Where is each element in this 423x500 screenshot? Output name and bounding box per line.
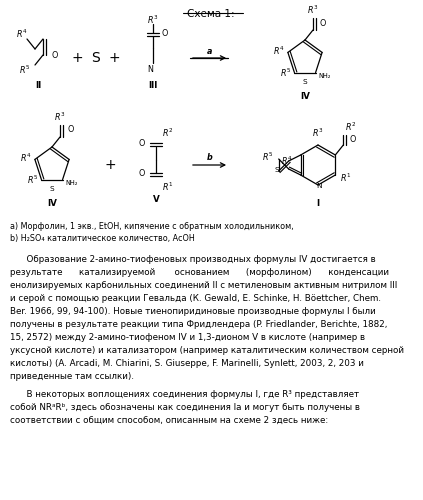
Text: IV: IV bbox=[47, 199, 57, 208]
Text: $R^2$: $R^2$ bbox=[162, 127, 173, 139]
Text: $R^1$: $R^1$ bbox=[341, 172, 352, 184]
Text: $R^3$: $R^3$ bbox=[147, 14, 159, 26]
Text: NH₂: NH₂ bbox=[319, 72, 331, 78]
Text: N: N bbox=[316, 183, 322, 189]
Text: енолизируемых карбонильных соединений II с метиленовым активным нитрилом III: енолизируемых карбонильных соединений II… bbox=[10, 281, 397, 290]
Text: $R^5$: $R^5$ bbox=[280, 66, 291, 79]
Text: уксусной кислоте) и катализатором (например каталитическим количеством серной: уксусной кислоте) и катализатором (напри… bbox=[10, 346, 404, 355]
Text: S: S bbox=[92, 51, 100, 65]
Text: +: + bbox=[104, 158, 116, 172]
Text: b: b bbox=[207, 154, 213, 162]
Text: $R^2$: $R^2$ bbox=[345, 121, 357, 133]
Text: O: O bbox=[67, 126, 73, 134]
Text: N: N bbox=[147, 66, 153, 74]
Text: $R^5$: $R^5$ bbox=[262, 151, 274, 163]
Text: b) H₂SO₄ каталитическое количество, AcOH: b) H₂SO₄ каталитическое количество, AcOH bbox=[10, 234, 195, 243]
Text: $R^3$: $R^3$ bbox=[307, 4, 319, 16]
Text: и серой с помощью реакции Гевальда (К. Gewald, E. Schinke, H. Böettcher, Chem.: и серой с помощью реакции Гевальда (К. G… bbox=[10, 294, 381, 303]
Text: собой NRᵃRᵇ, здесь обозначены как соединения Ia и могут быть получены в: собой NRᵃRᵇ, здесь обозначены как соедин… bbox=[10, 403, 360, 412]
Text: а) Морфолин, 1 экв., EtOH, кипячение с обратным холодильником,: а) Морфолин, 1 экв., EtOH, кипячение с о… bbox=[10, 222, 294, 231]
Text: V: V bbox=[153, 196, 159, 204]
Text: O: O bbox=[139, 170, 145, 178]
Text: +: + bbox=[108, 51, 120, 65]
Text: $R^1$: $R^1$ bbox=[162, 181, 173, 193]
Text: a: a bbox=[207, 46, 213, 56]
Text: $R^4$: $R^4$ bbox=[281, 155, 292, 167]
Text: $R^5$: $R^5$ bbox=[19, 64, 30, 76]
Text: S: S bbox=[49, 186, 54, 192]
Text: O: O bbox=[320, 18, 327, 28]
Text: кислоты) (A. Arcadi, M. Chiarini, S. Giuseppe, F. Marinelli, Synlett, 2003, 2, 2: кислоты) (A. Arcadi, M. Chiarini, S. Giu… bbox=[10, 359, 364, 368]
Text: O: O bbox=[349, 134, 356, 143]
Text: O: O bbox=[139, 140, 145, 148]
Text: приведенные там ссылки).: приведенные там ссылки). bbox=[10, 372, 134, 381]
Text: $R^4$: $R^4$ bbox=[16, 28, 28, 40]
Text: получены в результате реакции типа Фридлендера (P. Friedlander, Berichte, 1882,: получены в результате реакции типа Фридл… bbox=[10, 320, 387, 329]
Text: $R^5$: $R^5$ bbox=[27, 174, 38, 186]
Text: S: S bbox=[303, 79, 308, 85]
Text: O: O bbox=[51, 52, 58, 60]
Text: 15, 2572) между 2-амино-тиофеном IV и 1,3-дионом V в кислоте (например в: 15, 2572) между 2-амино-тиофеном IV и 1,… bbox=[10, 333, 365, 342]
Text: $R^4$: $R^4$ bbox=[273, 44, 285, 56]
Text: IV: IV bbox=[300, 92, 310, 101]
Text: $R^3$: $R^3$ bbox=[54, 111, 66, 123]
Text: O: O bbox=[162, 30, 168, 38]
Text: В некоторых воплощениях соединения формулы I, где R³ представляет: В некоторых воплощениях соединения форму… bbox=[10, 390, 359, 399]
Text: NH₂: NH₂ bbox=[66, 180, 78, 186]
Text: +: + bbox=[71, 51, 83, 65]
Text: III: III bbox=[148, 80, 158, 90]
Text: $R^3$: $R^3$ bbox=[312, 127, 324, 139]
Text: $R^4$: $R^4$ bbox=[20, 151, 32, 164]
Text: Образование 2-амино-тиофеновых производных формулы IV достигается в: Образование 2-амино-тиофеновых производн… bbox=[10, 255, 376, 264]
Text: Схема 1:: Схема 1: bbox=[187, 9, 235, 19]
Text: II: II bbox=[35, 80, 41, 90]
Text: результате      катализируемой       основанием      (морфолином)      конденсац: результате катализируемой основанием (мо… bbox=[10, 268, 389, 277]
Text: S: S bbox=[275, 167, 279, 173]
Text: соответствии с общим способом, описанным на схеме 2 здесь ниже:: соответствии с общим способом, описанным… bbox=[10, 416, 328, 425]
Text: Ber. 1966, 99, 94-100). Новые тиенопиридиновые производные формулы I были: Ber. 1966, 99, 94-100). Новые тиенопирид… bbox=[10, 307, 376, 316]
Text: I: I bbox=[316, 199, 319, 208]
